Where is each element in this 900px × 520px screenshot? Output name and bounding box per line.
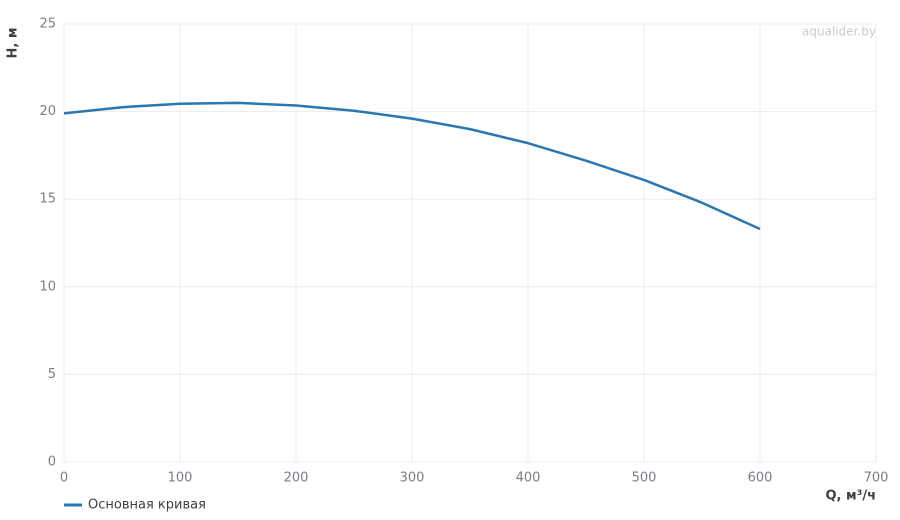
x-tick-label: 600 [748,471,773,486]
y-tick-label: 25 [39,17,56,32]
y-tick-label: 5 [48,367,56,382]
y-axis-title: H, м [6,28,21,59]
x-tick-label: 400 [516,471,541,486]
y-tick-label: 10 [39,279,56,294]
y-tick-label: 15 [39,192,56,207]
x-tick-label: 200 [284,471,309,486]
legend-label: Основная кривая [88,498,206,513]
x-axis-title: Q, м³/ч [825,489,876,504]
x-tick-label: 300 [400,471,425,486]
series-line [63,101,761,231]
y-tick-label: 20 [39,104,56,119]
y-tick-label: 0 [48,455,56,470]
x-tick-label: 100 [168,471,193,486]
x-tick-label: 500 [632,471,657,486]
x-tick-label: 0 [60,471,68,486]
watermark: aqualider.by [802,25,876,39]
x-tick-label: 700 [864,471,889,486]
